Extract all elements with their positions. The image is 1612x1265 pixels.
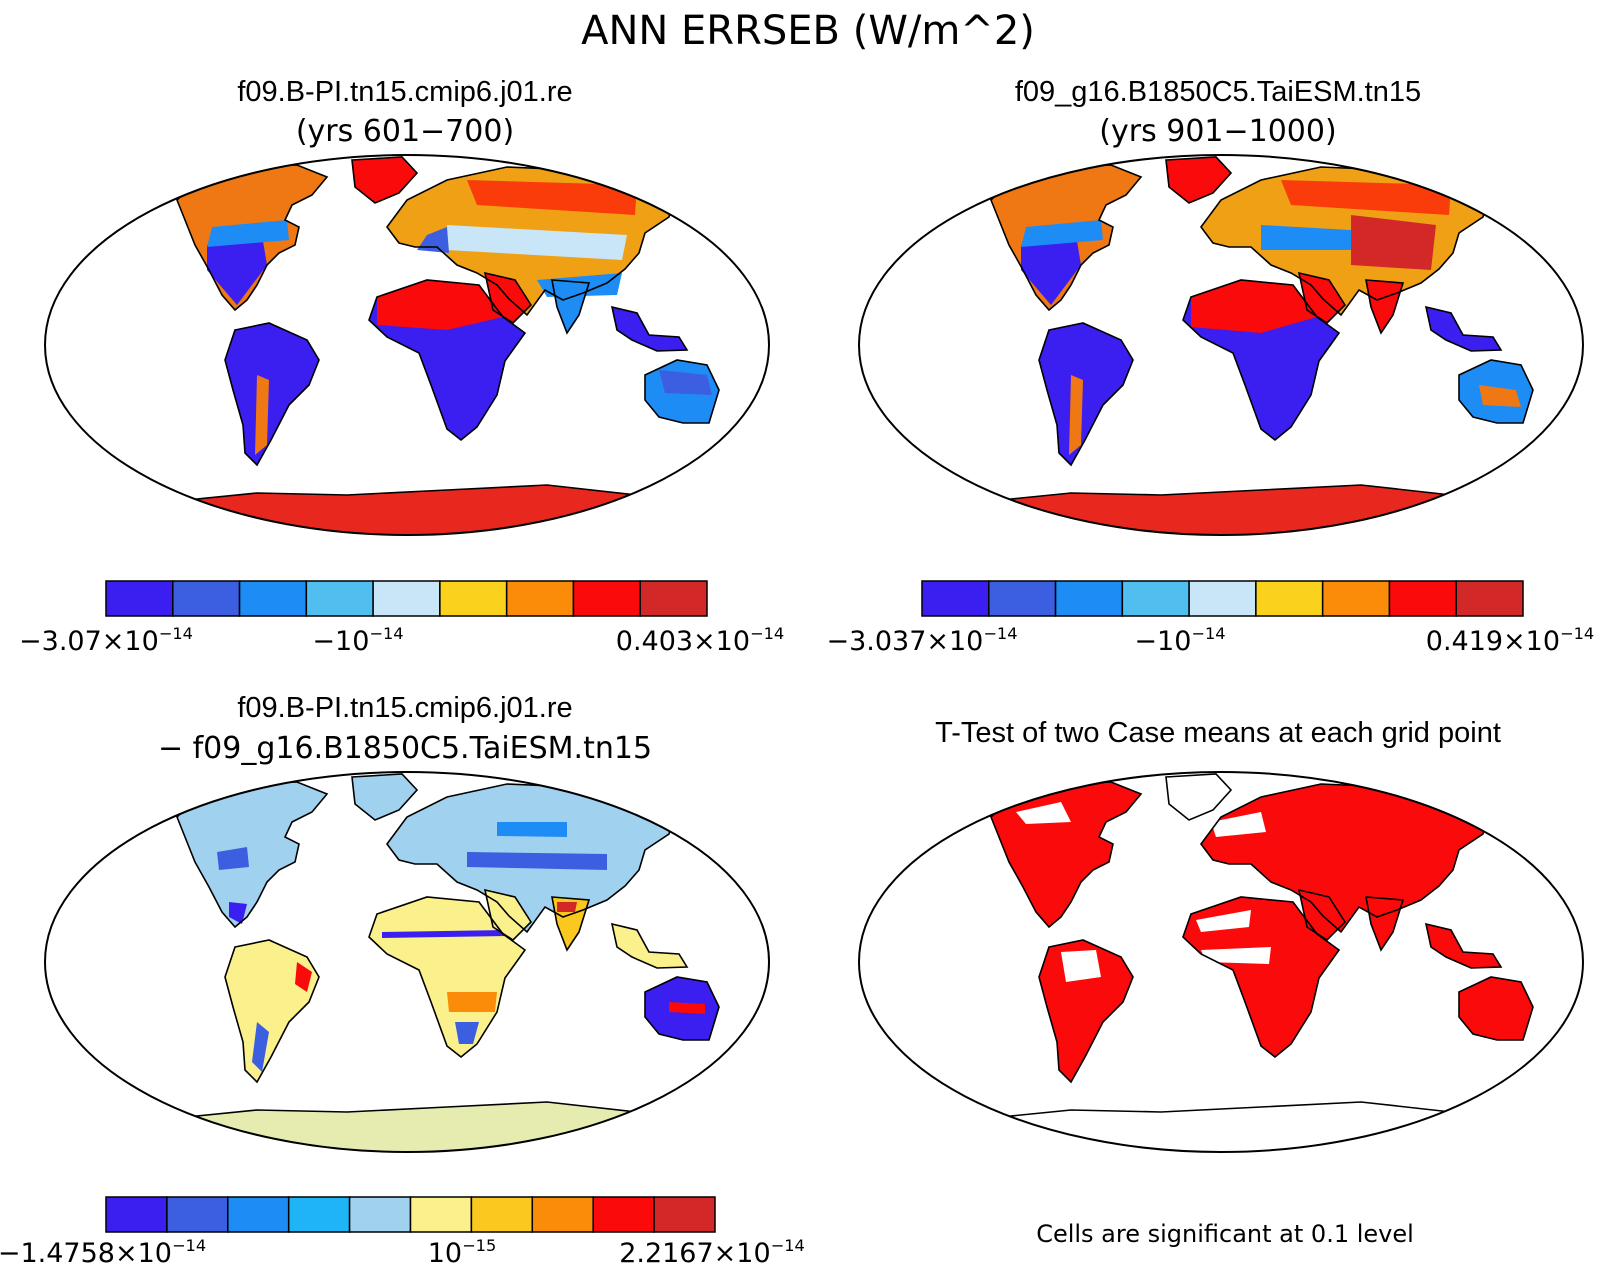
colorbar-difference-label-mid: 10−15 [428,1236,497,1265]
colorbar-case1 [105,580,708,617]
map-ttest-land [921,774,1541,1152]
colorbar-case2 [921,580,1524,617]
colorbar-swatch [988,580,1057,617]
panel-case2-title: f09_g16.B1850C5.TaiESM.tn15 [1015,76,1421,108]
colorbar-swatch [409,1196,473,1233]
colorbar-swatch [439,580,508,617]
colorbar-swatch [305,580,374,617]
colorbar-swatch [1054,580,1124,617]
colorbar-swatch [1188,580,1257,617]
map-difference [44,771,770,1153]
colorbar-swatch [105,1196,168,1233]
colorbar-swatch [172,580,241,617]
panel-difference-subtitle: − f09_g16.B1850C5.TaiESM.tn15 [158,731,652,766]
colorbar-swatch [531,1196,594,1233]
colorbar-swatch [348,1196,412,1233]
colorbar-swatch [639,580,708,617]
colorbar-swatch [372,580,441,617]
colorbar-case1-label-min: −3.07×10−14 [19,624,193,657]
panel-case1-subtitle: (yrs 601−700) [296,114,514,149]
panel-case1-title: f09.B-PI.tn15.cmip6.j01.re [237,76,572,108]
colorbar-swatch [505,580,575,617]
panel-case2-subtitle: (yrs 901−1000) [1099,114,1336,149]
colorbar-swatch [1455,580,1524,617]
colorbar-case1-label-max: 0.403×10−14 [616,624,784,657]
colorbar-swatch [921,580,990,617]
colorbar-swatch [238,580,308,617]
map-case2 [858,154,1584,536]
colorbar-case2-label-mid: −10−14 [1134,624,1225,657]
colorbar-swatch [653,1196,716,1233]
colorbar-swatch [105,580,174,617]
colorbar-swatch [1388,580,1457,617]
colorbar-swatch [1255,580,1324,617]
map-case1-land [107,157,727,535]
colorbar-difference-label-max: 2.2167×10−14 [619,1236,805,1265]
map-ttest [858,771,1584,1153]
map-ttest-border [858,771,1584,1153]
map-case2-land [921,157,1541,535]
colorbar-swatch [1321,580,1391,617]
colorbar-swatch [287,1196,351,1233]
figure-main-title: ANN ERRSEB (W/m^2) [581,8,1035,54]
colorbar-case2-label-min: −3.037×10−14 [826,624,1017,657]
map-case2-border [858,154,1584,536]
panel-ttest-title: T-Test of two Case means at each grid po… [935,717,1501,749]
colorbar-difference-label-min: −1.4758×10−14 [0,1236,206,1265]
colorbar-case1-label-mid: −10−14 [312,624,403,657]
colorbar-swatch [572,580,641,617]
colorbar-case2-label-max: 0.419×10−14 [1426,624,1594,657]
map-case1 [44,154,770,536]
panel-case1: f09.B-PI.tn15.cmip6.j01.re (yrs 601−700) [19,76,784,657]
colorbar-difference [105,1196,716,1233]
map-difference-land [107,774,727,1152]
colorbar-swatch [470,1196,534,1233]
map-case1-border [44,154,770,536]
panel-difference: f09.B-PI.tn15.cmip6.j01.re − f09_g16.B18… [0,692,805,1265]
panel-ttest-footnote: Cells are significant at 0.1 level [1036,1220,1414,1248]
panel-difference-title: f09.B-PI.tn15.cmip6.j01.re [237,692,572,724]
panel-case2: f09_g16.B1850C5.TaiESM.tn15 (yrs 901−100… [826,76,1594,657]
colorbar-swatch [1121,580,1190,617]
panel-ttest: T-Test of two Case means at each grid po… [858,717,1584,1248]
map-difference-border [44,771,770,1153]
colorbar-swatch [166,1196,229,1233]
colorbar-swatch [592,1196,655,1233]
colorbar-swatch [227,1196,290,1233]
